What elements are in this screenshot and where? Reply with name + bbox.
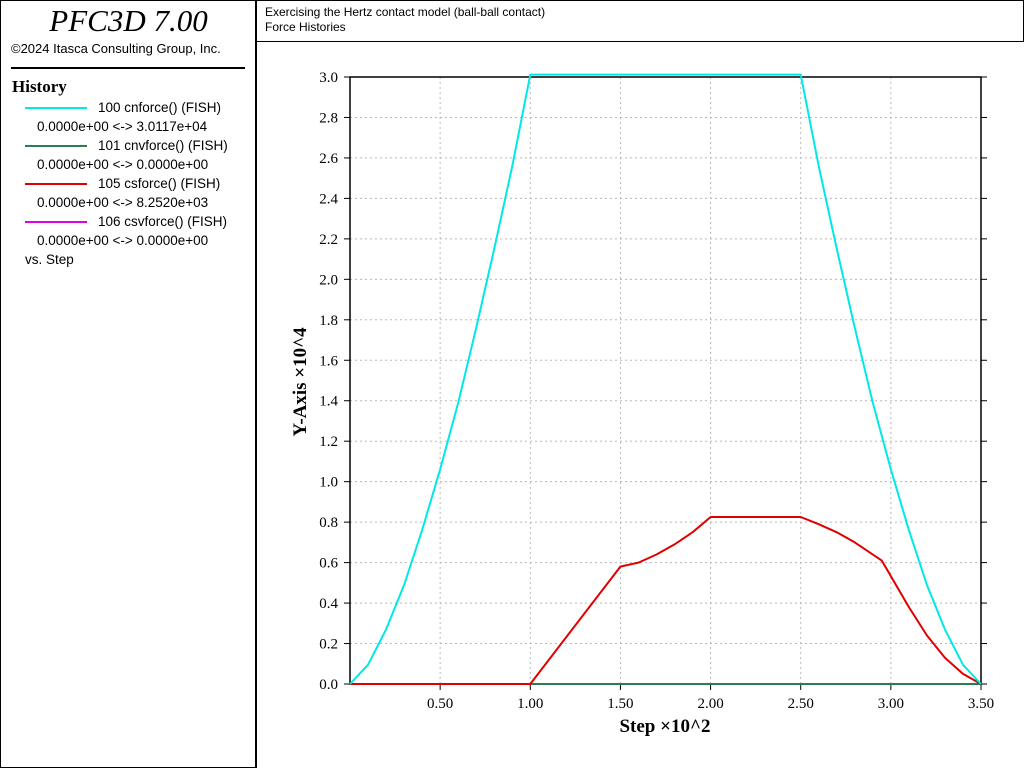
y-tick-label: 0.0 [319,677,338,693]
y-tick-label: 2.2 [319,232,338,248]
legend-title: History [12,77,67,96]
x-tick-label: 1.50 [607,696,633,712]
legend-range-row-cnforce: 0.0000e+00 <-> 3.0117e+04 [1,117,251,136]
legend-panel: PFC3D 7.00 ©2024 Itasca Consulting Group… [0,0,257,768]
app-title: PFC3D 7.00 [49,3,208,38]
x-tick-label: 3.50 [968,696,994,712]
legend-item-csvforce: 106 csvforce() (FISH) [1,212,251,231]
copyright-text: ©2024 Itasca Consulting Group, Inc. [11,41,221,56]
chart-grid [350,77,981,684]
x-tick-label: 3.00 [878,696,904,712]
x-tick-label: 2.50 [788,696,814,712]
y-tick-label: 1.0 [319,475,338,491]
legend-vs-step: vs. Step [25,252,74,267]
chart-axes [349,76,982,685]
legend-label-cnvforce: 101 cnvforce() (FISH) [98,138,228,153]
legend-range-row-csvforce: 0.0000e+00 <-> 0.0000e+00 [1,231,251,250]
legend-item-cnvforce: 101 cnvforce() (FISH) [1,136,251,155]
legend-range-csforce: 0.0000e+00 <-> 8.2520e+03 [37,195,209,210]
legend-item-cnforce: 100 cnforce() (FISH) [1,98,251,117]
y-tick-label: 2.4 [319,191,338,207]
legend-range-cnvforce: 0.0000e+00 <-> 0.0000e+00 [37,157,209,172]
legend-swatch-csforce [25,183,87,185]
x-tick-label: 1.00 [517,696,543,712]
legend-range-row-csforce: 0.0000e+00 <-> 8.2520e+03 [1,193,251,212]
y-tick-label: 2.6 [319,151,338,167]
y-tick-label: 3.0 [319,70,338,86]
plot-header: Exercising the Hertz contact model (ball… [256,0,1024,42]
x-tick-label: 2.00 [697,696,723,712]
legend-range-cnforce: 0.0000e+00 <-> 3.0117e+04 [37,119,208,134]
y-tick-label: 0.8 [319,515,338,531]
series-line-csforce [350,516,982,685]
chart-ticks: 0.50 1.00 1.50 2.00 2.50 3.00 3.50 0.0 0.2 0.4 0.6… [319,70,994,712]
y-tick-label: 2.0 [319,272,338,288]
legend-divider [11,67,245,69]
y-tick-label: 1.4 [319,394,338,410]
y-tick-label: 1.6 [319,353,338,369]
legend-range-row-cnvforce: 0.0000e+00 <-> 0.0000e+00 [1,155,251,174]
legend-range-csvforce: 0.0000e+00 <-> 0.0000e+00 [37,233,209,248]
legend-swatch-csvforce [25,221,87,223]
y-tick-label: 0.2 [319,637,338,653]
chart-series [349,73,982,685]
legend-label-csforce: 105 csforce() (FISH) [98,176,221,191]
force-history-chart: 0.50 1.00 1.50 2.00 2.50 3.00 3.50 0.0 0.2 0.4 0.6… [290,70,994,737]
legend-label-csvforce: 106 csvforce() (FISH) [98,214,228,229]
plot-header-title: Exercising the Hertz contact model (ball… [265,5,546,19]
y-tick-label: 2.8 [319,110,338,126]
y-tick-label: 1.8 [319,313,338,329]
legend-item-csforce: 105 csforce() (FISH) [1,174,251,193]
x-tick-label: 0.50 [427,696,453,712]
legend-swatch-cnforce [25,107,87,109]
y-axis-label: Y-Axis ×10^4 [290,327,311,437]
x-axis-label: Step ×10^2 [619,716,710,737]
legend-label-cnforce: 100 cnforce() (FISH) [98,100,222,115]
y-tick-label: 0.4 [319,596,338,612]
y-tick-label: 0.6 [319,556,338,572]
y-tick-label: 1.2 [319,434,338,450]
legend-swatch-cnvforce [25,145,87,147]
plot-header-subtitle: Force Histories [265,20,346,34]
series-line-cnforce [349,73,982,685]
plot-frame [349,76,982,685]
